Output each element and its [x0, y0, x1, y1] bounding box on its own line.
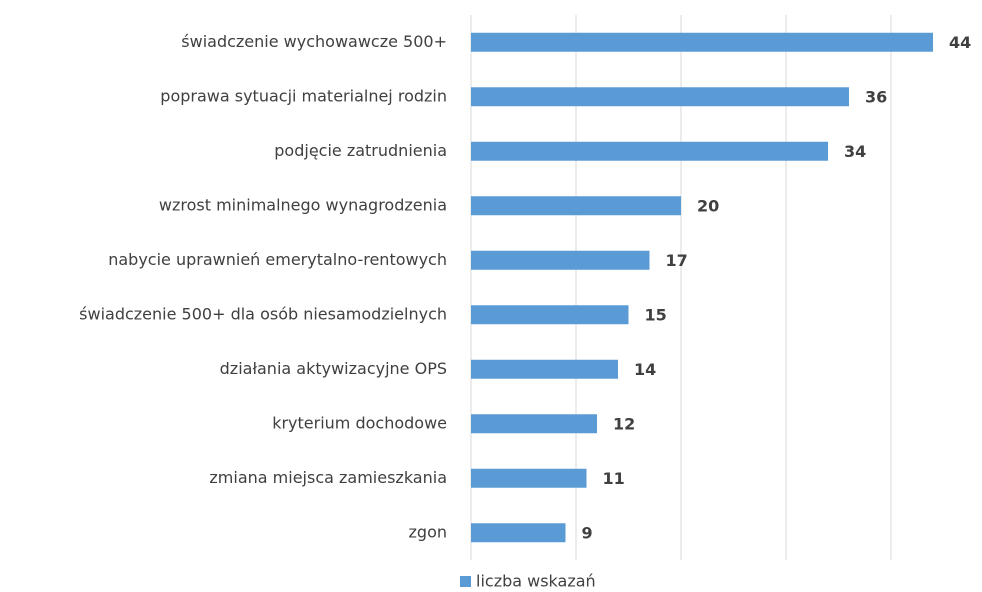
y-tick-label: zgon: [409, 522, 447, 541]
y-tick-label: nabycie uprawnień emerytalno-rentowych: [108, 250, 447, 269]
bar: [471, 196, 681, 216]
y-tick-label: działania aktywizacyjne OPS: [220, 359, 447, 378]
bar: [471, 141, 828, 161]
bar: [471, 414, 597, 434]
data-label: 15: [645, 305, 667, 324]
bar: [471, 305, 629, 325]
data-label: 17: [666, 251, 688, 270]
bar: [471, 87, 849, 107]
bar: [471, 523, 566, 543]
y-tick-label: świadczenie wychowawcze 500+: [181, 32, 447, 51]
y-tick-label: świadczenie 500+ dla osób niesamodzielny…: [79, 304, 447, 323]
y-tick-label: podjęcie zatrudnienia: [274, 141, 447, 160]
bar: [471, 32, 933, 52]
y-tick-label: poprawa sytuacji materialnej rodzin: [160, 86, 447, 105]
bar: [471, 359, 618, 379]
data-label: 9: [582, 523, 593, 542]
bar: [471, 250, 650, 270]
data-label: 11: [603, 469, 625, 488]
data-label: 44: [949, 33, 971, 52]
legend-swatch: [460, 576, 471, 587]
data-label: 20: [697, 196, 719, 215]
y-tick-label: wzrost minimalnego wynagrodzenia: [159, 195, 447, 214]
bar: [471, 468, 587, 488]
legend-label: liczba wskazań: [476, 572, 596, 591]
y-tick-label: kryterium dochodowe: [272, 413, 447, 432]
data-label: 14: [634, 360, 656, 379]
data-label: 34: [844, 142, 866, 161]
data-label: 12: [613, 414, 635, 433]
data-label: 36: [865, 87, 887, 106]
y-tick-label: zmiana miejsca zamieszkania: [209, 468, 447, 487]
